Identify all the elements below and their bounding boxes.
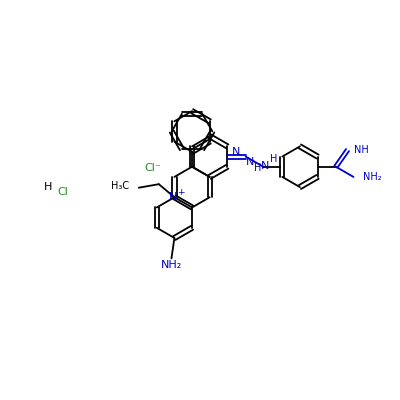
Text: N: N (169, 192, 178, 202)
Text: NH: NH (354, 145, 369, 155)
Text: NH₂: NH₂ (364, 172, 382, 182)
Text: N: N (246, 156, 254, 166)
Text: +: + (177, 188, 184, 197)
Text: NH₂: NH₂ (161, 260, 182, 270)
Text: H: H (270, 154, 277, 164)
Text: N: N (232, 146, 241, 156)
Text: H: H (44, 182, 52, 192)
Text: H: H (254, 164, 261, 174)
Text: N: N (261, 161, 270, 171)
Text: Cl: Cl (58, 187, 68, 197)
Text: Cl⁻: Cl⁻ (144, 163, 161, 173)
Text: H₃C: H₃C (111, 181, 129, 191)
